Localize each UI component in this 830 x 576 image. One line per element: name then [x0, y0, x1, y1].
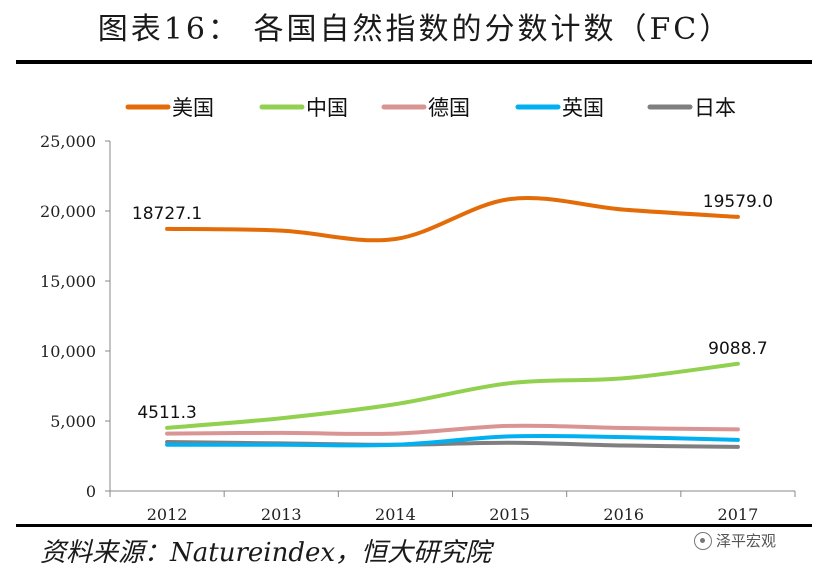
watermark: 泽平宏观 [694, 530, 776, 551]
series-line-1 [165, 361, 740, 430]
legend-label: 中国 [306, 96, 348, 120]
data-label: 9088.7 [708, 339, 767, 359]
top-rule [16, 60, 812, 64]
x-tick-label: 2015 [489, 505, 530, 524]
y-tick-label: 25,000 [40, 132, 96, 151]
series-line-2 [165, 423, 740, 436]
legend-label: 英国 [562, 96, 604, 120]
y-tick-label: 20,000 [40, 202, 96, 221]
x-tick-label: 2014 [375, 505, 416, 524]
data-label: 19579.0 [703, 192, 773, 212]
x-tick-label: 2016 [603, 505, 644, 524]
data-label: 4511.3 [137, 403, 196, 423]
y-tick-label: 0 [86, 482, 96, 501]
series-line-3 [165, 433, 740, 448]
x-tick-label: 2012 [147, 505, 188, 524]
page-title: 图表16： 各国自然指数的分数计数（FC） [97, 12, 733, 47]
y-tick-label: 15,000 [40, 272, 96, 291]
series-line-0 [165, 195, 740, 243]
x-tick-label: 2013 [261, 505, 302, 524]
line-chart: 0 5,000 10,000 15,000 20,000 25,000 2012 2013 20… [40, 96, 796, 524]
y-tick-label: 10,000 [40, 342, 96, 361]
x-tick-label: 2017 [718, 505, 759, 524]
y-tick-label: 5,000 [50, 412, 96, 431]
data-label: 18727.1 [132, 204, 202, 224]
legend-label: 美国 [172, 96, 214, 120]
legend-label: 德国 [428, 96, 470, 120]
wechat-icon [694, 531, 712, 550]
bottom-rule [16, 524, 812, 527]
source-note: 资料来源：Natureindex，恒大研究院 [40, 538, 492, 568]
legend-label: 日本 [694, 96, 736, 120]
watermark-text: 泽平宏观 [716, 532, 777, 550]
